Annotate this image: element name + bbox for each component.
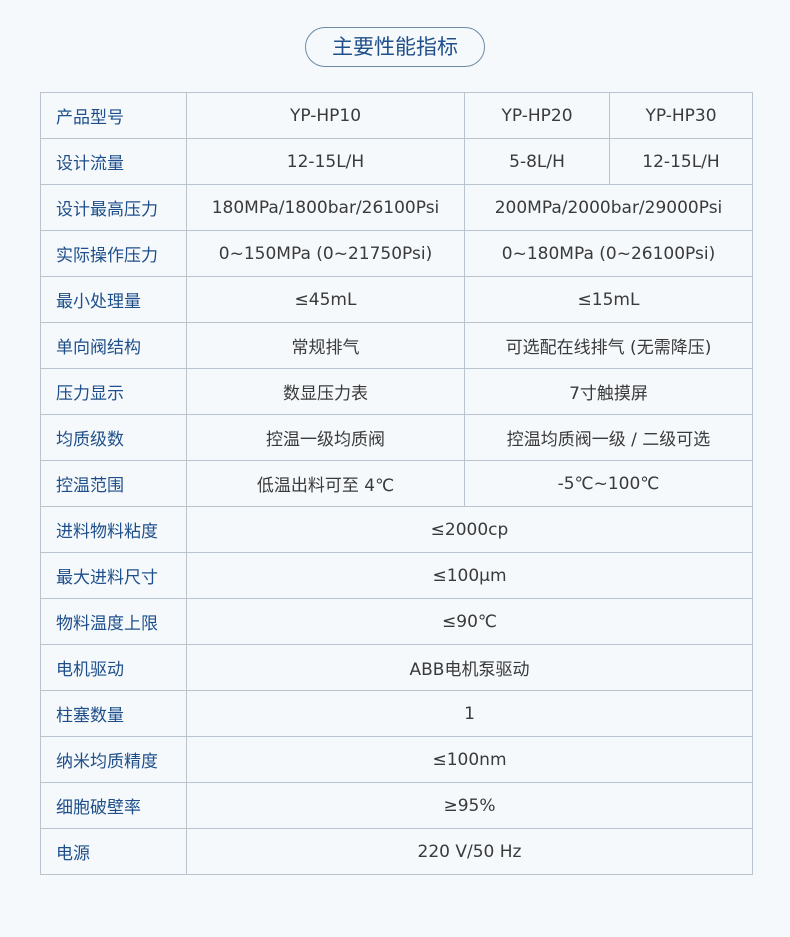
row-value: 1 bbox=[186, 690, 753, 737]
row-label: 进料物料粘度 bbox=[40, 506, 187, 553]
row-value: YP-HP30 bbox=[609, 92, 753, 139]
row-value: 200MPa/2000bar/29000Psi bbox=[464, 184, 753, 231]
row-label: 压力显示 bbox=[40, 368, 187, 415]
row-value: ≤100nm bbox=[186, 736, 753, 783]
spec-table: 产品型号 YP-HP10 YP-HP20 YP-HP30 设计流量 12-15L/H 5-8… bbox=[40, 92, 753, 875]
table-row: 纳米均质精度 ≤100nm bbox=[40, 736, 753, 783]
row-value: ABB电机泵驱动 bbox=[186, 644, 753, 691]
table-row: 控温范围 低温出料可至 4℃ -5℃~100℃ bbox=[40, 460, 753, 507]
row-value: 控温均质阀一级 / 二级可选 bbox=[464, 414, 753, 461]
table-row: 均质级数 控温一级均质阀 控温均质阀一级 / 二级可选 bbox=[40, 414, 753, 461]
row-value: 常规排气 bbox=[186, 322, 465, 369]
table-row: 细胞破壁率 ≥95% bbox=[40, 782, 753, 829]
row-label: 设计最高压力 bbox=[40, 184, 187, 231]
row-value: 220 V/50 Hz bbox=[186, 828, 753, 875]
row-value: 12-15L/H bbox=[609, 138, 753, 185]
row-value: 低温出料可至 4℃ bbox=[186, 460, 465, 507]
row-label: 实际操作压力 bbox=[40, 230, 187, 277]
row-label: 控温范围 bbox=[40, 460, 187, 507]
table-row: 最小处理量 ≤45mL ≤15mL bbox=[40, 276, 753, 323]
table-row: 实际操作压力 0~150MPa (0~21750Psi) 0~180MPa (0~2… bbox=[40, 230, 753, 277]
table-row: 单向阀结构 常规排气 可选配在线排气 (无需降压) bbox=[40, 322, 753, 369]
table-row: 最大进料尺寸 ≤100μm bbox=[40, 552, 753, 599]
row-value: 7寸触摸屏 bbox=[464, 368, 753, 415]
row-label: 物料温度上限 bbox=[40, 598, 187, 645]
row-value: ≥95% bbox=[186, 782, 753, 829]
row-label: 电源 bbox=[40, 828, 187, 875]
row-value: ≤45mL bbox=[186, 276, 465, 323]
table-row: 电机驱动 ABB电机泵驱动 bbox=[40, 644, 753, 691]
table-row: 物料温度上限 ≤90℃ bbox=[40, 598, 753, 645]
row-label: 纳米均质精度 bbox=[40, 736, 187, 783]
row-label: 设计流量 bbox=[40, 138, 187, 185]
table-row: 电源 220 V/50 Hz bbox=[40, 828, 753, 875]
row-value: 5-8L/H bbox=[464, 138, 610, 185]
row-label: 均质级数 bbox=[40, 414, 187, 461]
row-label: 电机驱动 bbox=[40, 644, 187, 691]
row-value: 180MPa/1800bar/26100Psi bbox=[186, 184, 465, 231]
row-value: 0~180MPa (0~26100Psi) bbox=[464, 230, 753, 277]
row-value: -5℃~100℃ bbox=[464, 460, 753, 507]
table-row: 设计流量 12-15L/H 5-8L/H 12-15L/H bbox=[40, 138, 753, 185]
row-value: ≤15mL bbox=[464, 276, 753, 323]
row-label: 单向阀结构 bbox=[40, 322, 187, 369]
row-value: 可选配在线排气 (无需降压) bbox=[464, 322, 753, 369]
row-value: ≤100μm bbox=[186, 552, 753, 599]
row-value: 0~150MPa (0~21750Psi) bbox=[186, 230, 465, 277]
table-row: 设计最高压力 180MPa/1800bar/26100Psi 200MPa/2000… bbox=[40, 184, 753, 231]
row-label: 产品型号 bbox=[40, 92, 187, 139]
row-value: 数显压力表 bbox=[186, 368, 465, 415]
row-label: 柱塞数量 bbox=[40, 690, 187, 737]
row-value: YP-HP10 bbox=[186, 92, 465, 139]
row-value: 12-15L/H bbox=[186, 138, 465, 185]
row-value: 控温一级均质阀 bbox=[186, 414, 465, 461]
section-title: 主要性能指标 bbox=[305, 27, 485, 67]
row-label: 最大进料尺寸 bbox=[40, 552, 187, 599]
row-value: ≤90℃ bbox=[186, 598, 753, 645]
row-label: 最小处理量 bbox=[40, 276, 187, 323]
table-row: 产品型号 YP-HP10 YP-HP20 YP-HP30 bbox=[40, 92, 753, 139]
table-row: 进料物料粘度 ≤2000cp bbox=[40, 506, 753, 553]
table-row: 柱塞数量 1 bbox=[40, 690, 753, 737]
row-label: 细胞破壁率 bbox=[40, 782, 187, 829]
row-value: ≤2000cp bbox=[186, 506, 753, 553]
row-value: YP-HP20 bbox=[464, 92, 610, 139]
table-row: 压力显示 数显压力表 7寸触摸屏 bbox=[40, 368, 753, 415]
